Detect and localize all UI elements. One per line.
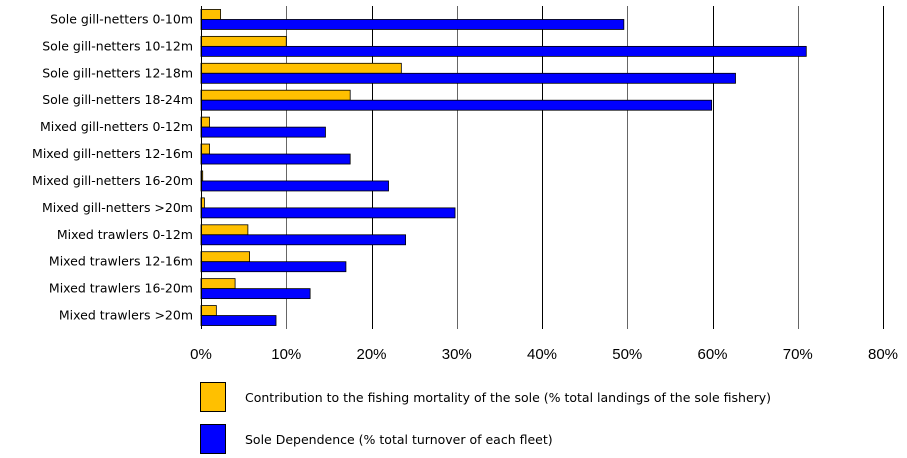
bars (200, 9, 807, 326)
x-tick-labels: 0% 10% 20% 30% 40% 50% 60% 70% 80% (190, 346, 898, 360)
legend-label-mortality: Contribution to the fishing mortality of… (245, 390, 772, 405)
bar-dependence (200, 45, 807, 57)
category-labels: Sole gill-netters 0-10m Sole gill-netters… (32, 11, 193, 322)
category-label: Mixed gill-netters 0-12m (40, 119, 193, 134)
bar-dependence (200, 19, 625, 30)
x-tick-label: 10% (271, 346, 301, 360)
x-tick-label: 30% (442, 346, 472, 360)
legend-item-dependence: Sole Dependence (% total turnover of eac… (200, 424, 900, 456)
bar-mortality (200, 116, 210, 128)
bar-dependence (200, 288, 311, 300)
category-label: Mixed trawlers 16-20m (49, 281, 193, 296)
bar-dependence (200, 126, 326, 138)
x-tick-label: 20% (356, 346, 386, 360)
x-tick-label: 60% (697, 346, 727, 360)
x-tick-label: 70% (783, 346, 813, 360)
bar-mortality (200, 278, 236, 290)
bar-dependence (200, 234, 407, 246)
bar-dependence (200, 315, 277, 326)
bar-mortality (200, 143, 210, 155)
gridlines (286, 6, 884, 329)
x-tick-label: 80% (868, 346, 898, 360)
category-label: Mixed trawlers 12-16m (49, 254, 193, 269)
bar-dependence (200, 153, 351, 165)
bar-mortality (200, 35, 287, 47)
bar-mortality (200, 305, 217, 316)
x-tick-label: 40% (527, 346, 557, 360)
bar-mortality (200, 9, 222, 20)
x-tick-label: 0% (190, 346, 212, 360)
category-label: Mixed gill-netters 16-20m (32, 173, 193, 188)
bar-dependence (200, 180, 389, 192)
category-label: Mixed trawlers >20m (59, 308, 193, 323)
bar-mortality (200, 251, 250, 263)
bar-dependence (200, 72, 736, 84)
legend-item-mortality: Contribution to the fishing mortality of… (200, 382, 900, 414)
category-label: Sole gill-netters 12-18m (42, 65, 193, 80)
legend-swatch-dependence (200, 424, 226, 454)
category-label: Mixed gill-netters >20m (42, 200, 193, 215)
bar-mortality (200, 89, 351, 101)
category-label: Sole gill-netters 0-10m (50, 11, 193, 26)
legend-label-dependence: Sole Dependence (% total turnover of eac… (245, 432, 553, 447)
legend-swatch-mortality (200, 382, 226, 412)
category-label: Mixed gill-netters 12-16m (32, 146, 193, 161)
category-label: Mixed trawlers 0-12m (57, 227, 193, 242)
bar-dependence (200, 261, 347, 273)
x-tick-label: 50% (612, 346, 642, 360)
bar-dependence (200, 207, 456, 219)
bar-chart: Sole gill-netters 0-10m Sole gill-netters… (32, 6, 898, 360)
bar-mortality (200, 62, 402, 74)
bar-dependence (200, 99, 713, 111)
category-label: Sole gill-netters 18-24m (42, 92, 193, 107)
bar-mortality (200, 224, 249, 236)
category-label: Sole gill-netters 10-12m (42, 38, 193, 53)
